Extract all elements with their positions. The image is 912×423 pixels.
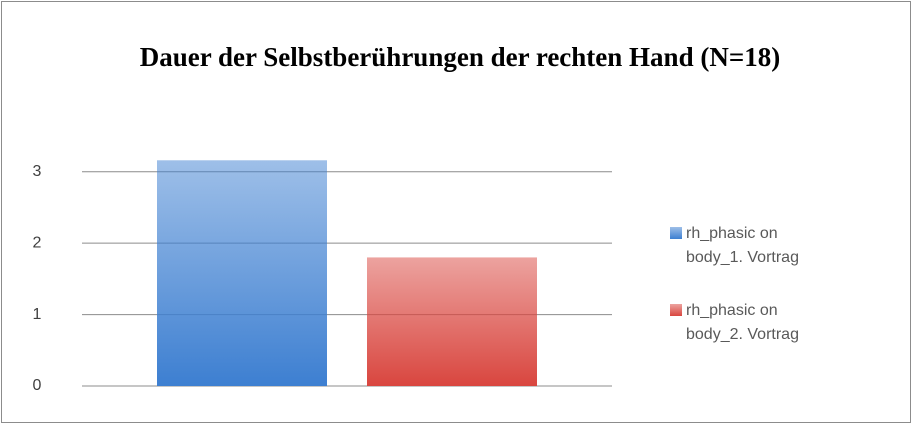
legend-swatch — [670, 304, 682, 316]
y-tick-label: 3 — [33, 163, 42, 180]
legend-swatch — [670, 227, 682, 239]
bar — [157, 160, 327, 386]
y-tick-label: 2 — [33, 234, 42, 251]
bar — [367, 257, 537, 386]
y-tick-label: 1 — [33, 306, 42, 323]
chart-title: Dauer der Selbstberührungen der rechten … — [139, 42, 781, 72]
y-tick-label: 0 — [33, 377, 42, 394]
legend-label: rh_phasic on body_2. Vortrag — [686, 302, 799, 343]
chart: 0 1 2 3 — [33, 160, 682, 394]
legend-label: rh_phasic on body_1. Vortrag — [686, 225, 799, 266]
